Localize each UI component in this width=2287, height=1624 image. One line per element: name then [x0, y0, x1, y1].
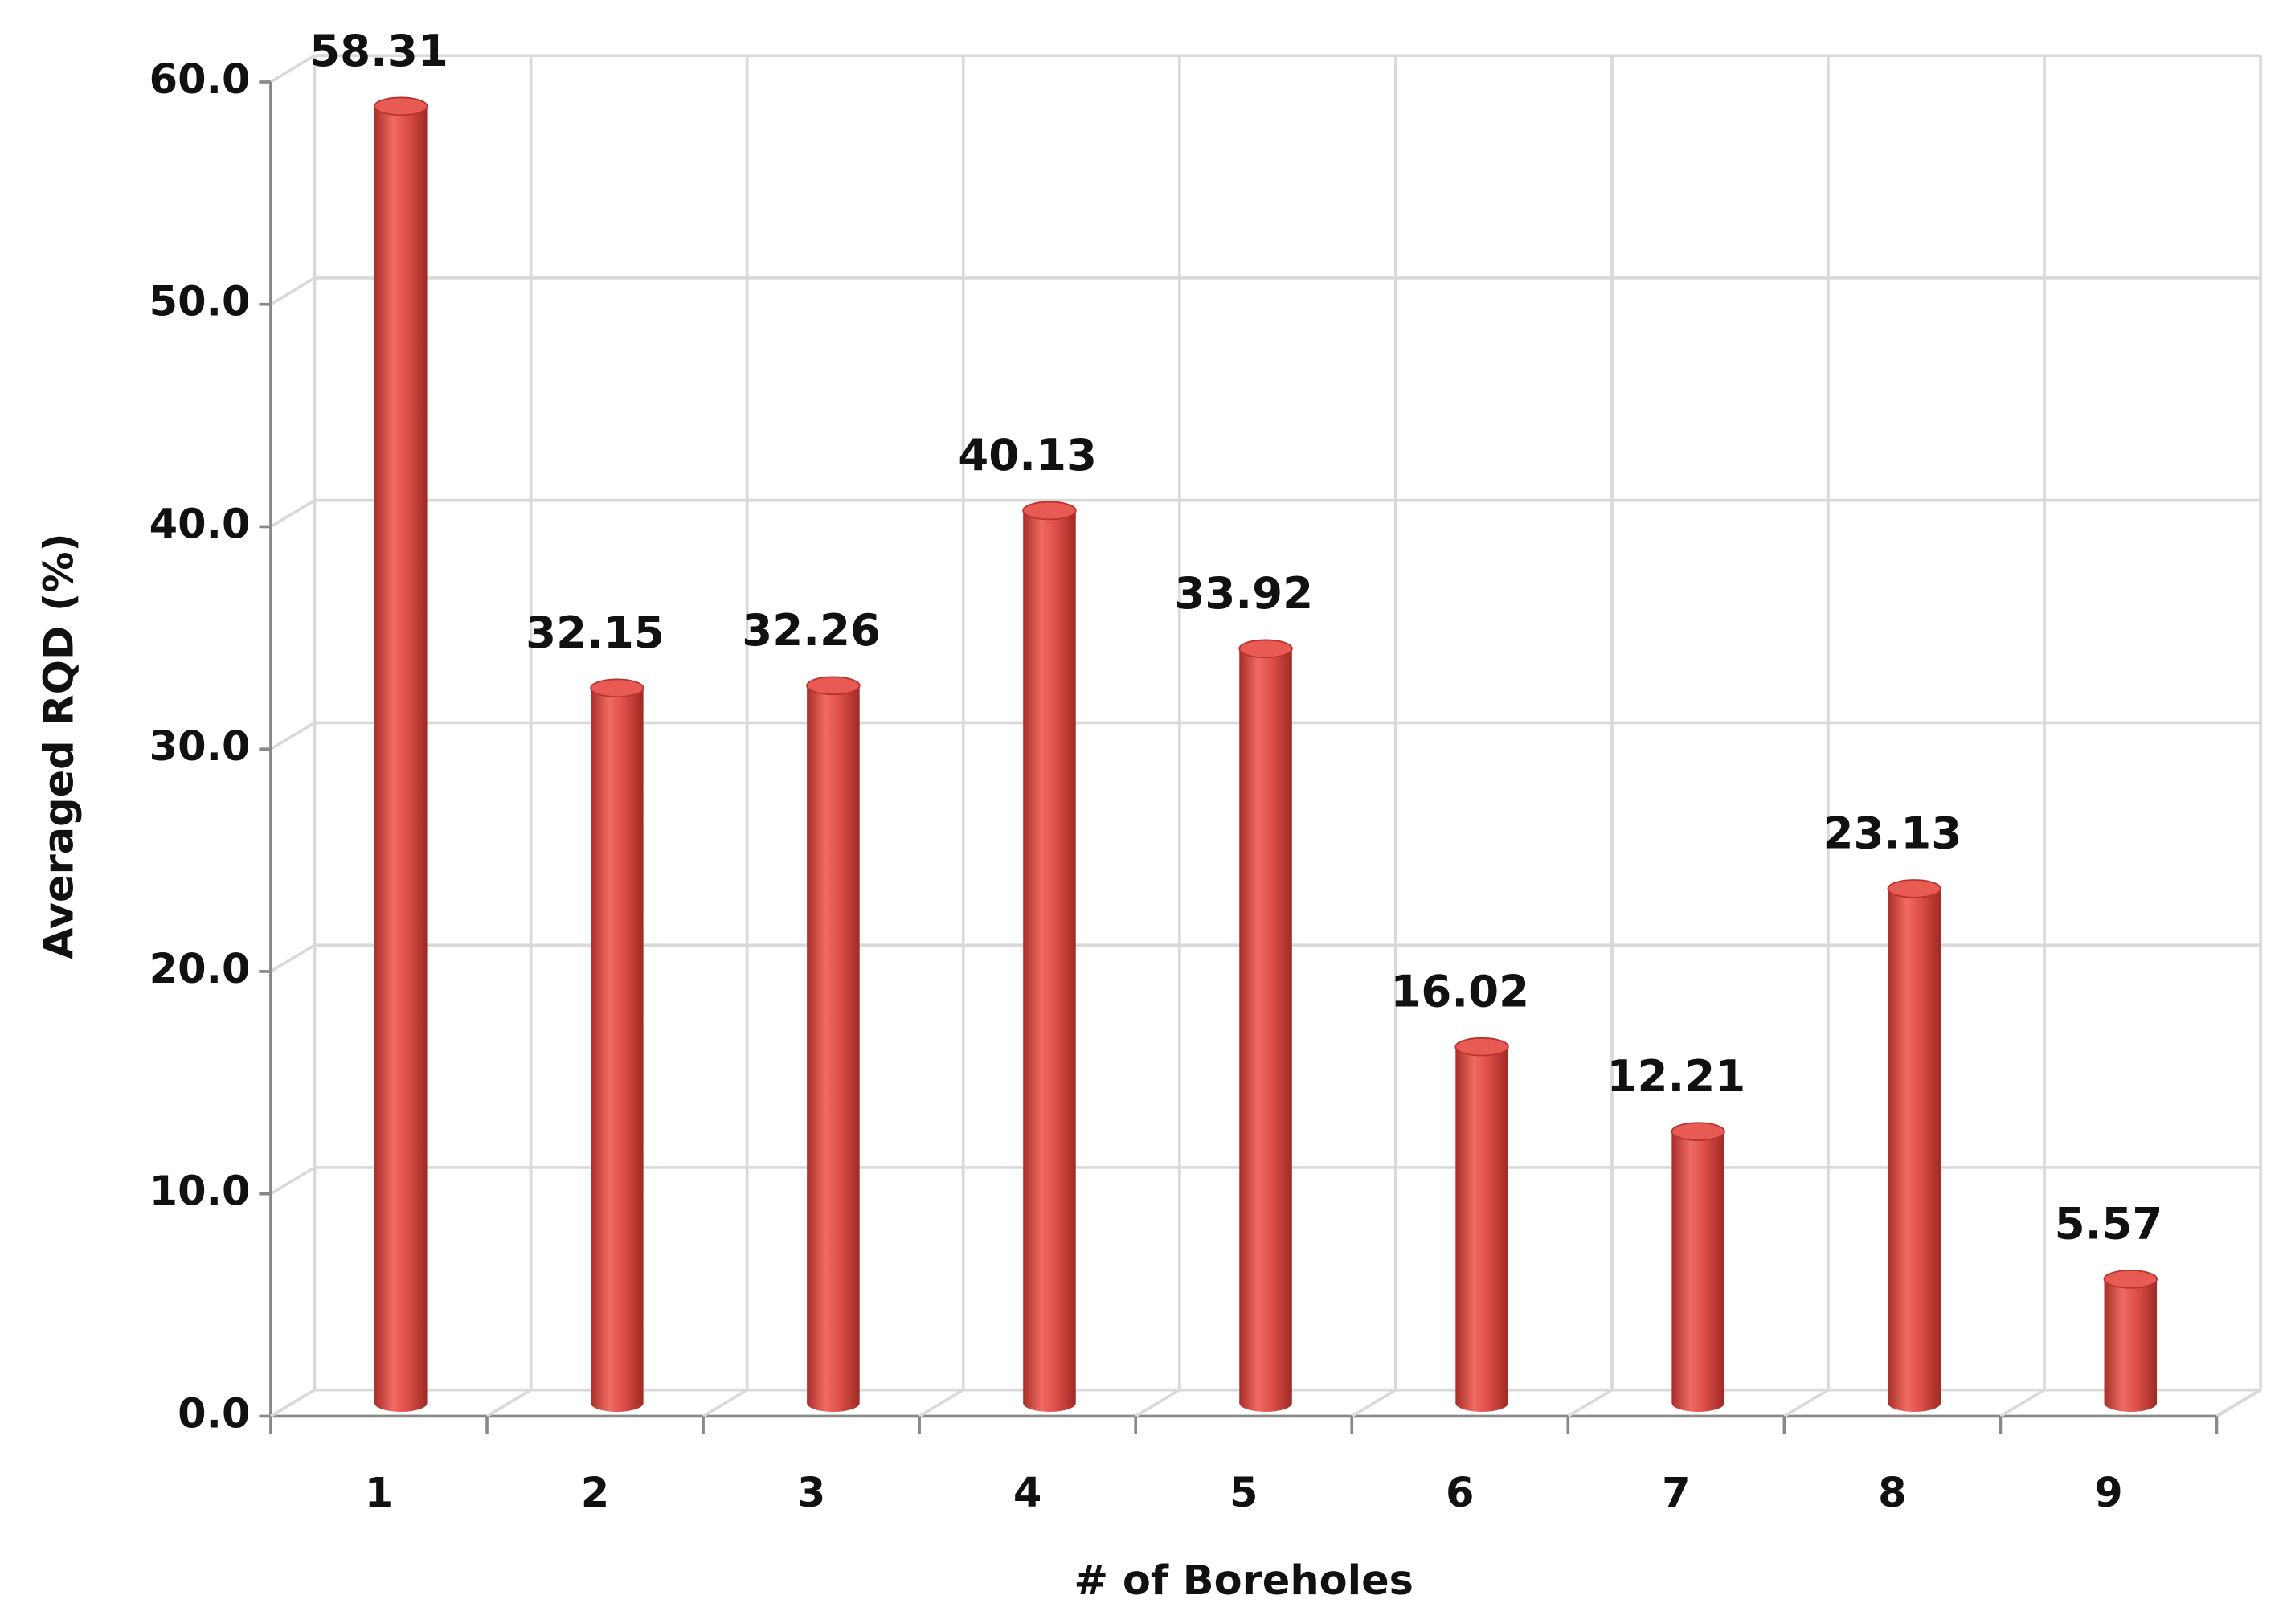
grid-line	[270, 54, 316, 84]
data-label: 5.57	[2055, 1198, 2163, 1250]
x-axis-title: # of Boreholes	[1074, 1557, 1414, 1605]
bar-top	[1022, 501, 1077, 521]
grid-line	[270, 943, 316, 973]
x-tick-label: 4	[1013, 1470, 1041, 1517]
bar-top	[1238, 639, 1293, 659]
x-tick-label: 8	[1878, 1470, 1906, 1517]
bar	[1888, 888, 1941, 1412]
floor-line	[702, 1389, 748, 1418]
floor-line	[1783, 1389, 1829, 1418]
bar	[1455, 1046, 1508, 1412]
data-label: 33.92	[1174, 567, 1313, 619]
x-tick-label: 1	[365, 1470, 393, 1517]
y-tick-label: 40.0	[149, 501, 251, 548]
bar	[1671, 1131, 1724, 1412]
x-tick-label: 5	[1229, 1470, 1258, 1517]
data-label: 32.26	[742, 604, 881, 656]
y-tick-label: 50.0	[149, 279, 251, 326]
floor-line	[1567, 1389, 1613, 1418]
bar-top	[374, 96, 428, 117]
x-tick-label: 7	[1662, 1470, 1690, 1517]
grid-line	[270, 276, 316, 306]
floor-line	[2215, 1389, 2262, 1418]
grid-line	[270, 1166, 316, 1196]
floor-line	[270, 1389, 316, 1418]
bar	[591, 688, 644, 1412]
x-tick-label: 9	[2094, 1470, 2122, 1517]
bar-top	[1887, 879, 1941, 898]
y-axis-title: Averaged RQD (%)	[36, 533, 84, 959]
bar-top	[590, 678, 644, 698]
data-label: 58.31	[309, 25, 448, 76]
bar-top	[1454, 1037, 1509, 1057]
bar	[807, 685, 860, 1412]
data-label: 32.15	[526, 607, 665, 658]
floor-line	[486, 1389, 532, 1418]
y-tick-label: 20.0	[149, 946, 251, 993]
y-tick-label: 10.0	[149, 1168, 251, 1216]
bar	[374, 106, 428, 1412]
bar-top	[1671, 1122, 1725, 1141]
bar	[2104, 1278, 2158, 1412]
floor-line	[1999, 1389, 2045, 1418]
y-tick-label: 0.0	[178, 1390, 250, 1438]
x-tick-label: 2	[581, 1470, 609, 1517]
grid-line	[270, 499, 316, 529]
bar-top	[2103, 1270, 2158, 1289]
floor-line	[1351, 1389, 1397, 1418]
data-label: 12.21	[1606, 1050, 1745, 1102]
bar	[1239, 648, 1292, 1412]
y-tick-label: 60.0	[149, 56, 251, 104]
floor-line	[1135, 1389, 1180, 1418]
bar	[1023, 510, 1076, 1412]
data-label: 40.13	[958, 429, 1097, 481]
x-tick-label: 3	[797, 1470, 825, 1517]
data-label: 16.02	[1390, 965, 1529, 1017]
grid-line	[270, 721, 316, 751]
y-tick-label: 30.0	[149, 723, 251, 771]
x-tick-label: 6	[1446, 1470, 1474, 1517]
floor-line	[918, 1389, 964, 1418]
bar-top	[806, 676, 861, 696]
data-label: 23.13	[1823, 808, 1962, 859]
